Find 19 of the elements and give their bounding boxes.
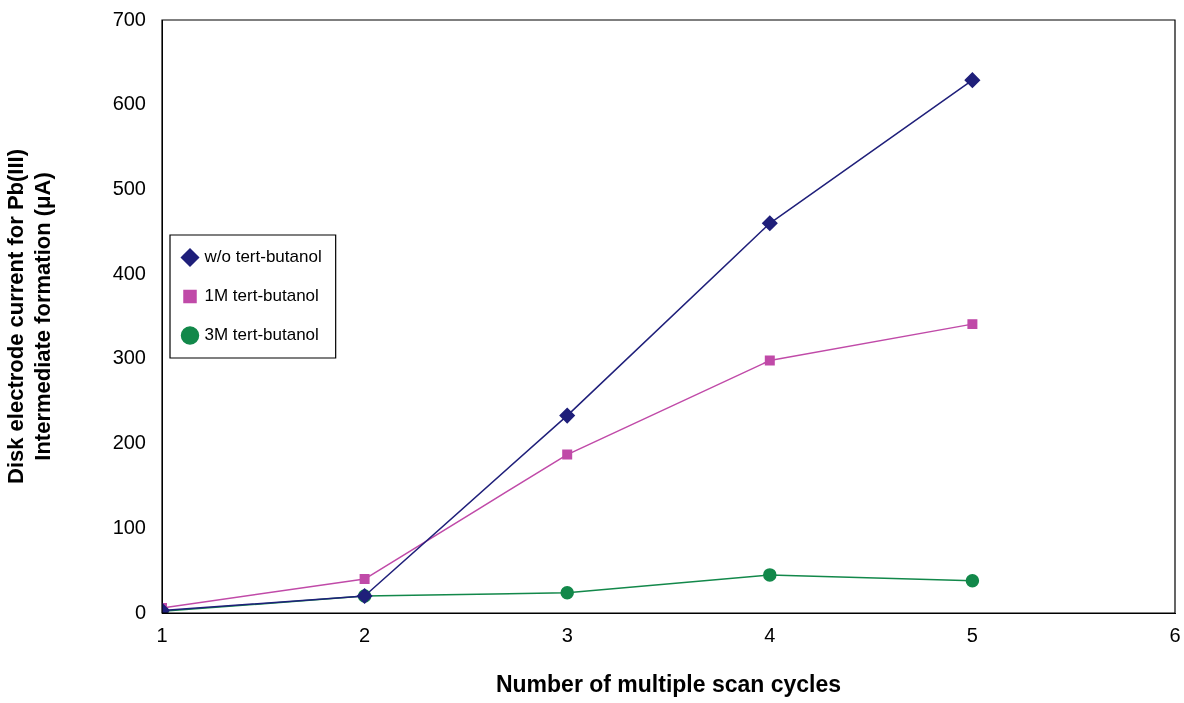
y-tick-label: 500 (112, 176, 146, 199)
x-tick-label: 6 (1169, 623, 1181, 646)
y-tick-label: 100 (112, 515, 146, 538)
y-tick-label: 300 (112, 346, 146, 369)
x-tick-label: 5 (966, 623, 978, 646)
x-tick-label: 1 (156, 623, 168, 646)
x-tick-label: 2 (359, 623, 371, 646)
y-tick-label: 700 (112, 7, 146, 30)
x-axis-title: Number of multiple scan cycles (495, 670, 842, 697)
y-axis-title: Disk electrode current for Pb(III) Intermediate formation (μA) (3, 149, 55, 484)
y-tick-label: 600 (112, 92, 146, 115)
legend-label: w/o tert-butanol (203, 247, 322, 267)
y-tick-label: 200 (112, 431, 146, 454)
x-tick-label: 3 (561, 623, 573, 646)
y-tick-label: 0 (134, 600, 146, 623)
legend-label: 3M tert-butanol (204, 325, 319, 345)
legend-label: 1M tert-butanol (204, 286, 319, 306)
y-tick-label: 400 (112, 261, 146, 284)
x-tick-label: 4 (764, 623, 776, 646)
